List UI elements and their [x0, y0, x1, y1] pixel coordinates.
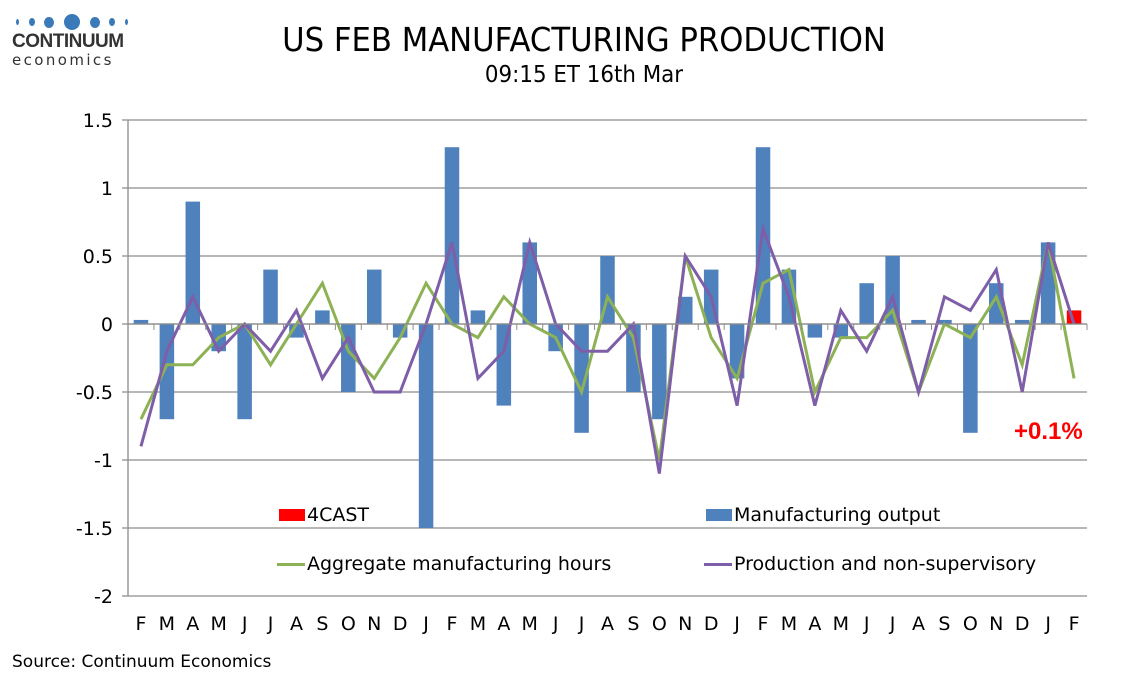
x-tick-label: M [522, 613, 538, 635]
legend-label-aggregate-hours: Aggregate manufacturing hours [307, 553, 612, 575]
logo-dots-icon [16, 14, 128, 30]
x-tick-label: M [781, 613, 797, 635]
output-bar [1014, 319, 1030, 324]
legend-item-aggregate-hours: Aggregate manufacturing hours [277, 553, 611, 575]
output-bar [911, 319, 926, 324]
x-tick-label: J [241, 613, 248, 635]
output-bar [677, 296, 693, 324]
legend-item-4cast: 4CAST [279, 504, 369, 526]
x-tick-label: O [341, 613, 356, 635]
legend-label-production-nonsupervisory: Production and non-supervisory [734, 553, 1037, 575]
x-tick-label: O [652, 613, 667, 635]
output-bar [418, 324, 434, 528]
x-tick-label: D [1015, 613, 1030, 635]
x-tick-label: S [938, 613, 950, 635]
y-tick-label: 0.5 [83, 246, 113, 268]
x-tick-label: A [601, 613, 614, 635]
legend-swatch-production-nonsupervisory [704, 562, 732, 566]
output-bar [652, 324, 667, 420]
x-tick-label: J [863, 613, 870, 635]
output-bar [133, 319, 149, 324]
logo-name: CONTINUUM [12, 31, 124, 52]
output-bar [185, 201, 201, 324]
output-bar [496, 324, 512, 406]
x-tick-label: M [159, 613, 175, 635]
output-bar [470, 310, 486, 324]
logo-subtitle: economics [12, 51, 114, 69]
output-bar [807, 324, 823, 338]
x-tick-label: A [186, 613, 199, 635]
legend-swatch-manufacturing-output [706, 509, 732, 521]
output-bar [366, 269, 382, 324]
x-tick-label: J [1044, 613, 1051, 635]
x-tick-label: D [704, 613, 719, 635]
x-tick-label: F [135, 613, 146, 635]
x-tick-label: N [989, 613, 1003, 635]
y-tick-label: -1.5 [76, 518, 113, 540]
x-tick-label: J [889, 613, 896, 635]
y-tick-label: 1 [101, 178, 113, 200]
output-bar [315, 310, 330, 324]
x-tick-label: M [833, 613, 849, 635]
x-tick-label: D [393, 613, 408, 635]
chart-subtitle: 09:15 ET 16th Mar [484, 62, 684, 88]
output-bar [963, 324, 978, 433]
y-tick-label: 0 [101, 314, 113, 336]
x-tick-label: M [470, 613, 486, 635]
x-tick-label: S [627, 613, 639, 635]
x-tick-label: S [316, 613, 328, 635]
legend-swatch-4cast [279, 509, 305, 521]
x-tick-label: A [912, 613, 925, 635]
legend-swatch-aggregate-hours [277, 562, 305, 566]
x-tick-label: J [578, 613, 585, 635]
legend-label-manufacturing-output: Manufacturing output [734, 504, 941, 526]
x-tick-label: A [497, 613, 510, 635]
chart-title: US FEB MANUFACTURING PRODUCTION [282, 20, 886, 59]
x-tick-label: N [678, 613, 692, 635]
y-tick-label: -1 [94, 450, 113, 472]
output-bar [937, 319, 952, 324]
y-tick-label: 1.5 [83, 110, 113, 132]
x-tick-label: J [552, 613, 559, 635]
x-tick-label: A [808, 613, 821, 635]
output-bar [237, 324, 252, 420]
output-bar [263, 269, 278, 324]
x-tick-label: O [963, 613, 978, 635]
x-tick-label: M [211, 613, 227, 635]
continuum-logo: CONTINUUM economics [12, 14, 132, 68]
x-tick-label: J [267, 613, 274, 635]
output-bar [444, 147, 460, 324]
x-tick-label: N [367, 613, 381, 635]
y-tick-label: -0.5 [76, 382, 113, 404]
x-tick-label: J [422, 613, 429, 635]
output-bar [159, 324, 175, 420]
forecast-callout: +0.1% [1014, 418, 1083, 445]
source-note: Source: Continuum Economics [12, 652, 272, 672]
x-tick-label: J [733, 613, 740, 635]
y-tick-label: -2 [94, 586, 113, 608]
x-tick-label: F [758, 613, 769, 635]
legend-item-manufacturing-output: Manufacturing output [706, 504, 940, 526]
axes-layer: 1.510.50-0.5-1-1.5-2F M A M J J A S O N D J F M A M J J A S… [76, 110, 1088, 635]
x-tick-label: F [447, 613, 458, 635]
output-bar [859, 283, 874, 324]
legend-label-4cast: 4CAST [307, 504, 370, 526]
x-tick-label: A [290, 613, 303, 635]
x-tick-label: F [1069, 613, 1080, 635]
legend-item-production-nonsupervisory: Production and non-supervisory [704, 553, 1036, 575]
